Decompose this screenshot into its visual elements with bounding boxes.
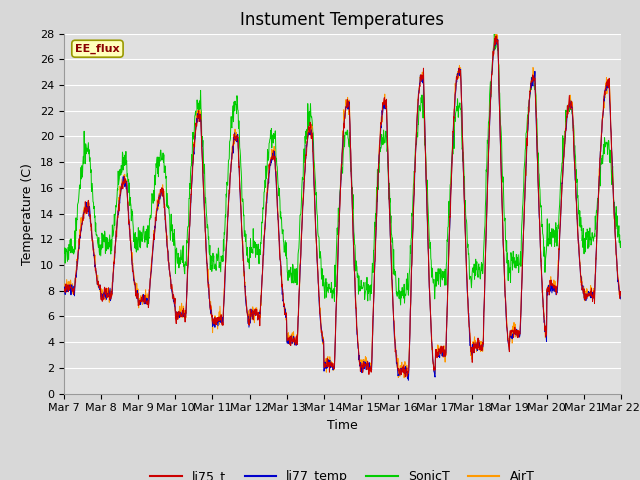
Y-axis label: Temperature (C): Temperature (C) <box>22 163 35 264</box>
Text: EE_flux: EE_flux <box>75 44 120 54</box>
Title: Instument Temperatures: Instument Temperatures <box>241 11 444 29</box>
X-axis label: Time: Time <box>327 419 358 432</box>
Legend: li75_t, li77_temp, SonicT, AirT: li75_t, li77_temp, SonicT, AirT <box>145 465 540 480</box>
